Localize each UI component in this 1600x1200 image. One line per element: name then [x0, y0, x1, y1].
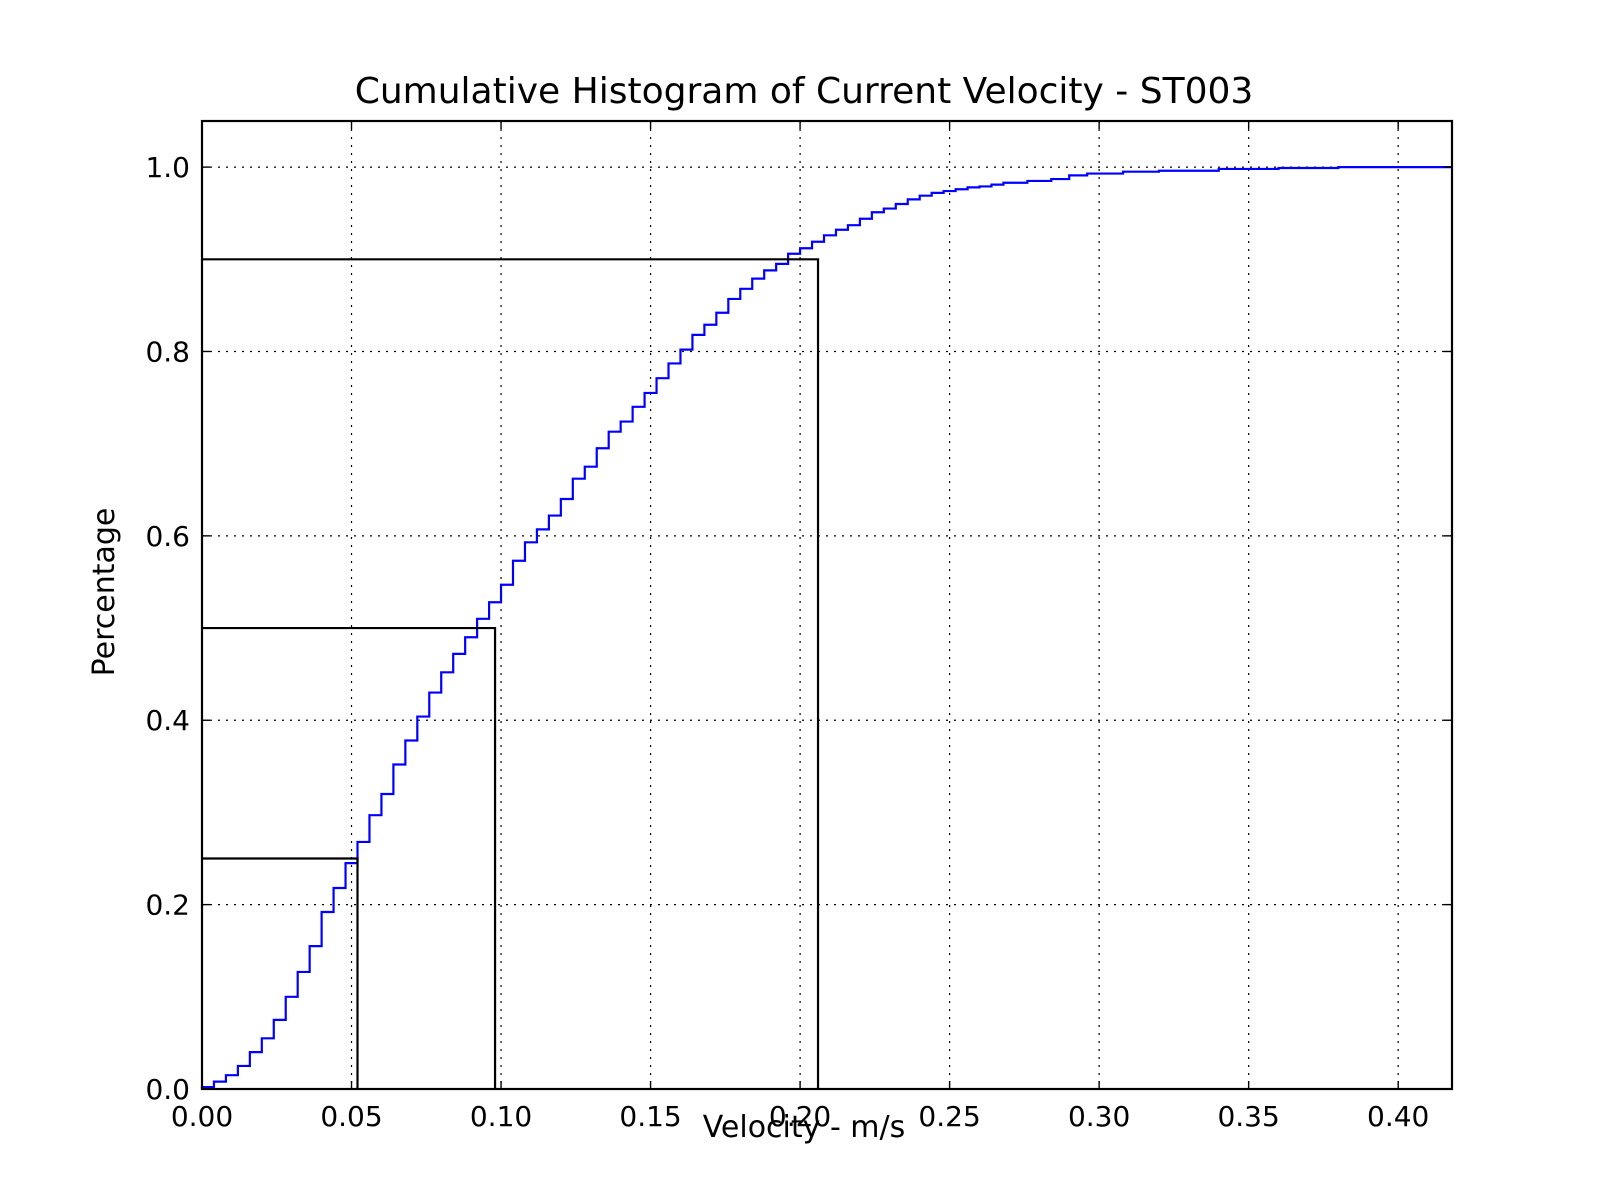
- chart-title: Cumulative Histogram of Current Velocity…: [355, 71, 1254, 112]
- x-tick-label: 0.25: [918, 1100, 980, 1133]
- x-tick-label: 0.30: [1068, 1100, 1130, 1133]
- series-layer: [200, 166, 1452, 1089]
- percentile-marker-line: [202, 258, 820, 1089]
- plot-frame: [200, 119, 1454, 1091]
- y-tick-label: 0.0: [145, 1073, 190, 1106]
- grid-layer: [202, 121, 1452, 1089]
- y-tick-label: 0.4: [145, 704, 190, 737]
- y-tick-label: 0.6: [145, 520, 190, 553]
- x-tick-label: 0.40: [1367, 1100, 1429, 1133]
- percentile-marker-line: [202, 857, 359, 1089]
- x-tick-label: 0.05: [320, 1100, 382, 1133]
- y-tick-label: 0.2: [145, 889, 190, 922]
- percentile-marker-line: [202, 626, 497, 1089]
- tick-layer: 0.00 0.05 0.10 0.15 0.20 0.25 0.30 0.35 0.40 0.0 0…: [145, 121, 1452, 1133]
- y-tick-label: 1.0: [145, 151, 190, 184]
- x-tick-label: 0.35: [1217, 1100, 1279, 1133]
- y-axis-label: Percentage: [87, 508, 122, 677]
- x-tick-label: 0.20: [769, 1100, 831, 1133]
- x-tick-label: 0.00: [171, 1100, 233, 1133]
- x-tick-label: 0.10: [470, 1100, 532, 1133]
- x-axis-label: Velocity - m/s: [703, 1110, 906, 1145]
- y-tick-label: 0.8: [145, 335, 190, 368]
- x-tick-label: 0.15: [619, 1100, 681, 1133]
- cumulative-step-series: [200, 166, 1452, 1089]
- marker-layer: [202, 258, 820, 1089]
